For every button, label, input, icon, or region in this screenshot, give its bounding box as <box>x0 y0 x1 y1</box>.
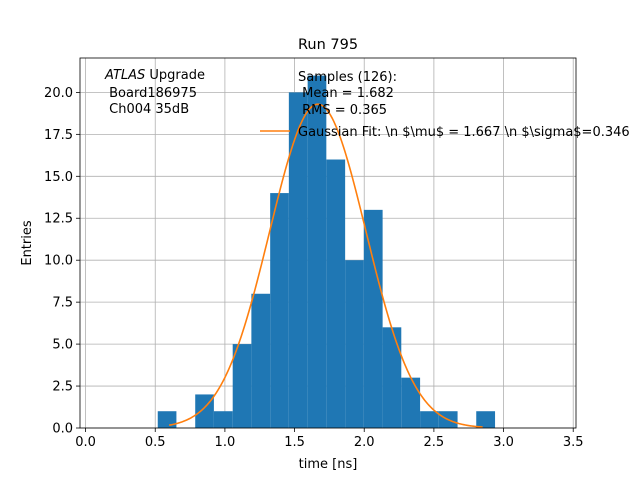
x-tick-label: 3.0 <box>493 435 514 450</box>
legend-mean: Mean = 1.682 <box>298 86 394 101</box>
upgrade-label: Upgrade <box>145 68 205 83</box>
annotation-line-1: ATLAS Upgrade <box>104 68 205 83</box>
histogram-bar <box>420 411 439 428</box>
legend-fit: Gaussian Fit: \n $\mu$ = 1.667 \n $\sigm… <box>298 125 630 140</box>
histogram-bar <box>382 327 402 428</box>
plot-frame <box>79 57 577 429</box>
histogram-bar <box>232 344 252 428</box>
histogram-bar <box>401 377 421 428</box>
histogram-bar <box>363 209 383 428</box>
x-tick-label: 3.5 <box>563 435 584 450</box>
histogram-bar <box>213 411 233 428</box>
x-tick-label: 2.0 <box>354 435 375 450</box>
x-tick-label: 1.5 <box>284 435 305 450</box>
x-tick-label: 0.5 <box>145 435 166 450</box>
legend-samples: Samples (126): <box>298 70 397 85</box>
legend-rms: RMS = 0.365 <box>298 103 387 118</box>
y-tick-label: 20.0 <box>44 86 73 101</box>
annotation-board: Board186975 <box>105 86 197 101</box>
atlas-label: ATLAS <box>104 68 145 83</box>
chart-title: Run 795 <box>298 37 358 53</box>
histogram-bar <box>251 293 271 428</box>
y-tick-label: 12.5 <box>44 212 73 227</box>
histogram-bar <box>476 411 496 428</box>
annotation-channel: Ch004 35dB <box>105 102 189 117</box>
histogram-bar <box>307 75 327 428</box>
y-tick-label: 15.0 <box>44 170 73 185</box>
y-axis-ticks: 0.0 2.5 5.0 7.5 10.0 12.5 15.0 17.5 20.0 <box>44 86 80 437</box>
y-tick-label: 7.5 <box>52 296 73 311</box>
legend: Samples (126): Mean = 1.682 RMS = 0.365 … <box>260 70 630 140</box>
x-axis-ticks: 0.0 0.5 1.0 1.5 2.0 2.5 3.0 3.5 <box>75 428 584 450</box>
y-tick-label: 17.5 <box>44 128 73 143</box>
gaussian-fit-curve <box>169 103 483 428</box>
y-tick-label: 5.0 <box>52 338 73 353</box>
histogram-bar <box>345 260 364 428</box>
histogram-bar <box>326 159 346 428</box>
histogram-bars <box>157 75 496 428</box>
histogram-bar <box>288 92 308 428</box>
y-axis-label: Entries <box>20 220 35 266</box>
x-axis-label: time [ns] <box>299 457 358 472</box>
atlas-annotation: ATLAS Upgrade Board186975 Ch004 35dB <box>104 68 205 117</box>
histogram-bar <box>157 411 177 428</box>
y-tick-label: 0.0 <box>52 422 73 437</box>
y-tick-label: 10.0 <box>44 254 73 269</box>
x-tick-label: 0.0 <box>75 435 96 450</box>
x-tick-label: 2.5 <box>424 435 445 450</box>
y-tick-label: 2.5 <box>52 380 73 395</box>
histogram-bar <box>270 193 289 428</box>
x-tick-label: 1.0 <box>215 435 236 450</box>
